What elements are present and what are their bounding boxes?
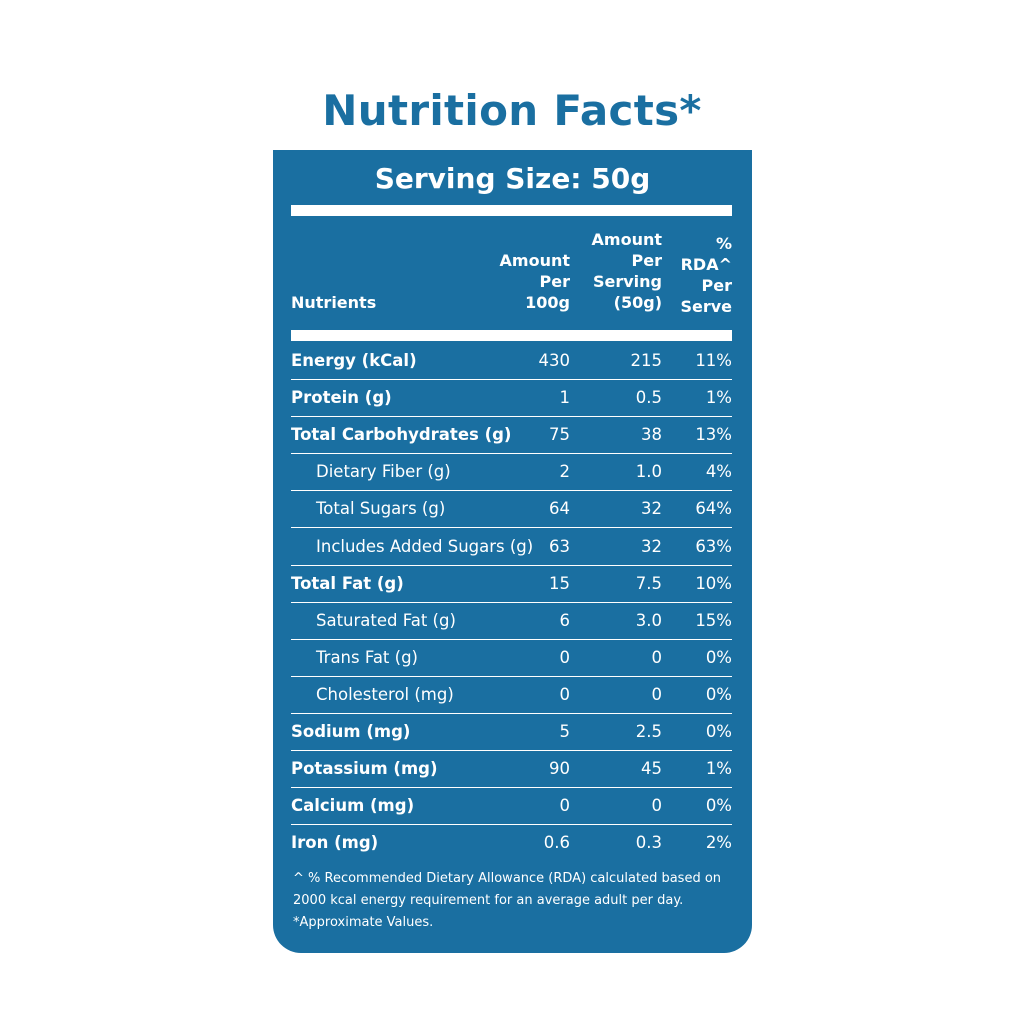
amount-per-serving: 38 xyxy=(641,425,662,445)
amount-per-100g: 75 xyxy=(549,425,570,445)
table-row: Iron (mg) 0.6 0.3 2% xyxy=(291,824,732,861)
nutrient-name: Protein (g) xyxy=(291,388,392,408)
column-header-rda: % RDA^ Per Serve xyxy=(680,234,732,316)
table-row: Cholesterol (mg) 0 0 0% xyxy=(291,676,732,714)
nutrient-name: Sodium (mg) xyxy=(291,722,411,741)
column-header-per-100g: Amount Per 100g xyxy=(499,251,570,312)
table-row: Total Sugars (g) 64 32 64% xyxy=(291,490,732,529)
nutrient-name: Calcium (mg) xyxy=(291,796,415,816)
amount-per-serving: 0.3 xyxy=(635,833,662,853)
top-divider-bar xyxy=(291,205,732,216)
amount-per-100g: 0.6 xyxy=(543,833,570,853)
rda-percent: 1% xyxy=(705,388,732,408)
amount-per-serving: 2.5 xyxy=(635,722,662,741)
nutrient-name: Total Sugars (g) xyxy=(316,499,446,519)
amount-per-serving: 0 xyxy=(651,796,663,816)
rda-percent: 11% xyxy=(695,351,732,370)
table-row: Energy (kCal) 430 215 11% xyxy=(291,342,732,380)
rda-percent: 13% xyxy=(695,425,732,445)
amount-per-100g: 1 xyxy=(559,388,571,408)
amount-per-100g: 5 xyxy=(559,722,571,741)
amount-per-100g: 0 xyxy=(559,684,571,704)
amount-per-100g: 0 xyxy=(559,647,571,667)
amount-per-100g: 0 xyxy=(559,796,571,816)
table-row: Trans Fat (g) 0 0 0% xyxy=(291,639,732,677)
footnote-rda-line: ^ % Recommended Dietary Allowance (RDA) … xyxy=(293,871,722,886)
nutrient-name: Energy (kCal) xyxy=(291,351,417,370)
serving-size-heading: Serving Size: 50g xyxy=(374,162,651,195)
amount-per-100g: 64 xyxy=(549,499,570,519)
header-divider-bar xyxy=(291,330,732,341)
amount-per-serving: 3.0 xyxy=(635,610,662,630)
table-row: Potassium (mg) 90 45 1% xyxy=(291,750,732,789)
rda-percent: 0% xyxy=(705,647,732,667)
rda-percent: 64% xyxy=(695,499,732,519)
rda-percent: 0% xyxy=(705,722,732,741)
nutrition-facts-panel: Serving Size: 50g Nutrients Amount Per 1… xyxy=(273,150,752,953)
table-row: Sodium (mg) 5 2.5 0% xyxy=(291,713,732,751)
footnote-energy-line: 2000 kcal energy requirement for an aver… xyxy=(293,893,684,908)
amount-per-100g: 90 xyxy=(549,759,570,779)
nutrient-name: Potassium (mg) xyxy=(291,759,438,779)
nutrient-name: Dietary Fiber (g) xyxy=(316,462,451,482)
rda-percent: 4% xyxy=(705,462,732,482)
table-row: Includes Added Sugars (g) 63 32 63% xyxy=(291,528,732,566)
amount-per-serving: 0.5 xyxy=(635,388,662,408)
rda-percent: 0% xyxy=(705,796,732,816)
amount-per-serving: 45 xyxy=(641,759,662,779)
rda-percent: 0% xyxy=(705,684,732,704)
amount-per-100g: 430 xyxy=(538,351,571,370)
rda-percent: 2% xyxy=(705,833,732,853)
amount-per-serving: 32 xyxy=(641,499,662,519)
amount-per-serving: 0 xyxy=(651,647,663,667)
amount-per-100g: 6 xyxy=(559,610,571,630)
page-title: Nutrition Facts* xyxy=(322,86,702,135)
amount-per-serving: 1.0 xyxy=(635,462,662,482)
amount-per-100g: 2 xyxy=(559,462,571,482)
nutrient-name: Cholesterol (mg) xyxy=(316,684,454,704)
nutrient-name: Total Carbohydrates (g) xyxy=(291,425,512,445)
nutrient-name: Trans Fat (g) xyxy=(316,647,418,667)
amount-per-serving: 32 xyxy=(641,536,662,556)
rda-percent: 1% xyxy=(705,759,732,779)
rda-percent: 10% xyxy=(695,573,732,593)
table-row: Total Carbohydrates (g) 75 38 13% xyxy=(291,416,732,455)
column-header-nutrients: Nutrients xyxy=(291,293,377,312)
table-row: Total Fat (g) 15 7.5 10% xyxy=(291,565,732,603)
table-row: Calcium (mg) 0 0 0% xyxy=(291,787,732,826)
table-row: Dietary Fiber (g) 2 1.0 4% xyxy=(291,453,732,492)
column-header-per-serving: Amount Per Serving (50g) xyxy=(591,230,662,312)
rda-percent: 63% xyxy=(695,536,732,556)
table-row: Protein (g) 1 0.5 1% xyxy=(291,379,732,418)
footnote-approximate-line: *Approximate Values. xyxy=(293,915,434,930)
table-row: Saturated Fat (g) 6 3.0 15% xyxy=(291,602,732,640)
amount-per-100g: 63 xyxy=(549,536,570,556)
nutrient-name: Total Fat (g) xyxy=(291,573,404,593)
amount-per-serving: 215 xyxy=(630,351,663,370)
nutrient-name: Iron (mg) xyxy=(291,833,379,853)
rda-percent: 15% xyxy=(695,610,732,630)
amount-per-100g: 15 xyxy=(549,573,570,593)
amount-per-serving: 7.5 xyxy=(635,573,662,593)
amount-per-serving: 0 xyxy=(651,684,663,704)
nutrient-name: Saturated Fat (g) xyxy=(316,610,456,630)
footnote: ^ % Recommended Dietary Allowance (RDA) … xyxy=(293,868,733,934)
nutrient-name: Includes Added Sugars (g) xyxy=(316,536,534,556)
